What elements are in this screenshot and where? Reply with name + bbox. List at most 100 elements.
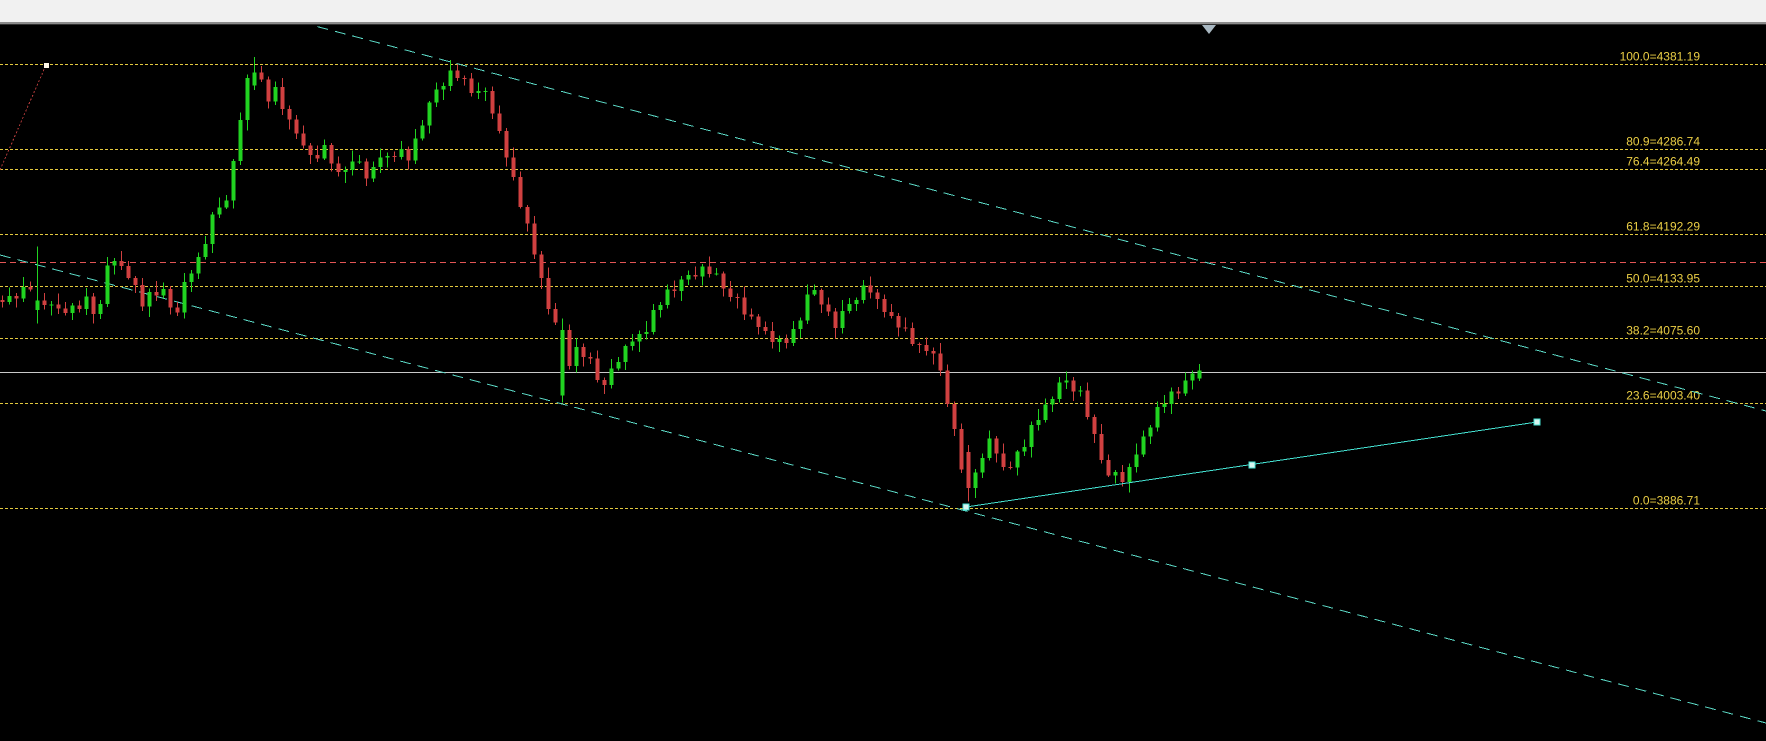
- fib-ray-line[interactable]: [0, 64, 47, 171]
- candle-body: [931, 350, 936, 354]
- candle-body: [357, 161, 362, 163]
- candle-body: [763, 327, 768, 332]
- candle-body: [343, 169, 348, 173]
- candle-body: [469, 78, 474, 93]
- candle-body: [497, 113, 502, 131]
- candle-body: [1183, 380, 1188, 394]
- trendline-handle[interactable]: [1533, 418, 1541, 426]
- candle-body: [483, 91, 488, 93]
- candle-body: [770, 331, 775, 343]
- fib-level-label-38.2: 38.2=4075.60: [1626, 324, 1700, 338]
- candle-body: [637, 333, 642, 342]
- trendline-handle[interactable]: [1248, 461, 1256, 469]
- candle-body: [1169, 391, 1174, 405]
- candle-body: [280, 87, 285, 109]
- candle-body: [287, 108, 292, 120]
- fib-level-label-23.6: 23.6=4003.40: [1626, 389, 1700, 403]
- candle-body: [119, 260, 124, 267]
- candle-body: [406, 149, 411, 161]
- candle-body: [392, 156, 397, 158]
- candle-body: [1141, 436, 1146, 455]
- candle-body: [0, 300, 5, 303]
- candle-body: [567, 329, 572, 366]
- candle-body: [350, 161, 355, 170]
- candle-body: [805, 294, 810, 321]
- candle-body: [609, 368, 614, 386]
- fib-anchor-handle[interactable]: [44, 63, 49, 68]
- candle-body: [966, 452, 971, 488]
- candle-body: [1127, 467, 1132, 482]
- candle-body: [1197, 370, 1202, 379]
- candle-body: [812, 290, 817, 295]
- chart-shift-marker-icon[interactable]: [1202, 25, 1216, 34]
- candle-body: [98, 304, 103, 314]
- candle-body: [91, 296, 96, 314]
- candle-body: [973, 472, 978, 488]
- candle-body: [693, 274, 698, 277]
- candle-body: [56, 304, 61, 309]
- candle-body: [574, 346, 579, 366]
- candle-body: [896, 315, 901, 328]
- candle-body: [259, 72, 264, 80]
- candle-body: [791, 329, 796, 344]
- candle-body: [945, 370, 950, 405]
- candle-body: [238, 119, 243, 161]
- candle-body: [1078, 390, 1083, 392]
- candle-body: [462, 78, 467, 80]
- candle-body: [1155, 406, 1160, 428]
- candle-body: [385, 156, 390, 158]
- candle-body: [644, 331, 649, 334]
- candle-body: [518, 176, 523, 207]
- candle-body: [917, 344, 922, 346]
- candle-body: [448, 70, 453, 86]
- candle-body: [168, 288, 173, 308]
- candle-body: [686, 274, 691, 280]
- candle-body: [861, 285, 866, 301]
- candle-body: [525, 206, 530, 224]
- candle-body: [1148, 427, 1153, 437]
- candle-body: [476, 91, 481, 93]
- candle-body: [371, 166, 376, 179]
- candle-body: [77, 305, 82, 309]
- candle-body: [882, 298, 887, 312]
- candle-body: [28, 286, 33, 290]
- candle-body: [728, 288, 733, 298]
- candle-body: [560, 329, 565, 396]
- candle-body: [7, 295, 12, 303]
- channel-line-upper[interactable]: [299, 21, 1766, 412]
- candle-body: [602, 379, 607, 386]
- candle-body: [672, 289, 677, 292]
- candle-body: [315, 155, 320, 159]
- channel-line-lower[interactable]: [0, 254, 1766, 724]
- candle-body: [924, 344, 929, 351]
- candle-body: [623, 346, 628, 363]
- candle-body: [595, 358, 600, 380]
- trendline-handle[interactable]: [962, 503, 970, 511]
- candle-body: [777, 339, 782, 343]
- candle-body: [161, 288, 166, 296]
- candle-body: [217, 207, 222, 215]
- candle-body: [147, 291, 152, 307]
- candle-body: [35, 300, 40, 311]
- candle-body: [749, 314, 754, 317]
- candle-body: [651, 310, 656, 332]
- candle-body: [112, 260, 117, 266]
- candle-body: [1134, 454, 1139, 468]
- candle-body: [707, 266, 712, 274]
- candle-body: [756, 316, 761, 328]
- candle-body: [42, 300, 47, 305]
- candle-body: [938, 353, 943, 371]
- candle-body: [364, 161, 369, 179]
- candle-body: [1015, 451, 1020, 468]
- candle-body: [1085, 390, 1090, 418]
- candle-body: [1057, 382, 1062, 399]
- candle-body: [1162, 404, 1167, 407]
- candle-body: [420, 125, 425, 139]
- candle-body: [987, 438, 992, 458]
- candle-body: [63, 308, 68, 313]
- candle-body: [875, 292, 880, 299]
- candle-body: [427, 102, 432, 126]
- candle-body: [224, 200, 229, 208]
